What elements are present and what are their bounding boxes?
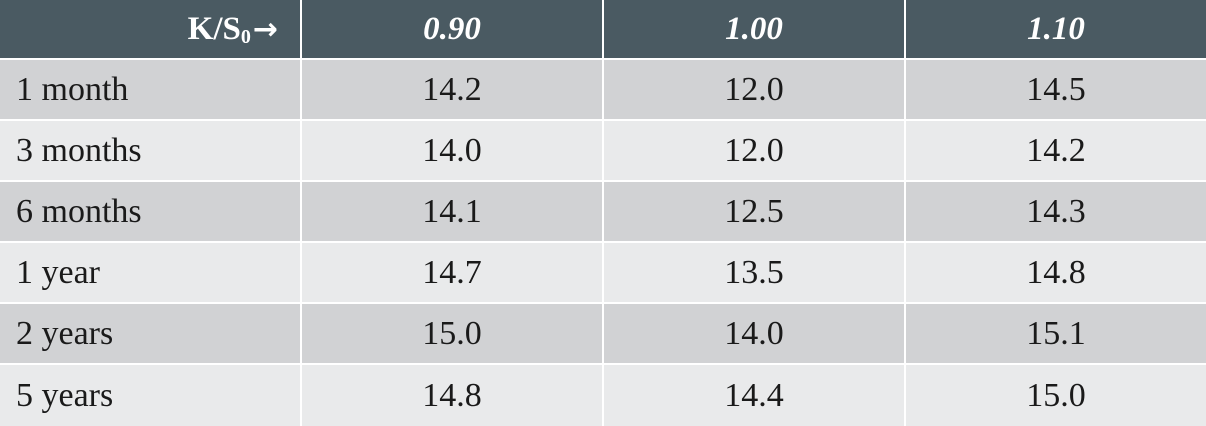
table-cell: 14.0 [604,304,906,363]
table-cell: 14.1 [302,182,604,241]
table-cell: 15.0 [302,304,604,363]
right-arrow-icon: → [252,11,278,47]
table-row: 6 months 14.1 12.5 14.3 [0,182,1206,241]
table-row: 3 months 14.0 12.0 14.2 [0,121,1206,180]
corner-header-cell: K/S 0 → [0,0,302,58]
table-cell: 14.5 [906,60,1206,119]
table-cell: 14.4 [604,365,906,426]
column-header-1: 1.00 [604,0,906,58]
table-row: 5 years 14.8 14.4 15.0 [0,365,1206,426]
row-label: 1 month [0,60,302,119]
table-row: 1 month 14.2 12.0 14.5 [0,60,1206,119]
table-cell: 15.0 [906,365,1206,426]
row-label: 6 months [0,182,302,241]
corner-label: K/S [187,10,241,47]
table-cell: 13.5 [604,243,906,302]
table-row: 2 years 15.0 14.0 15.1 [0,304,1206,363]
column-header-2: 1.10 [906,0,1206,58]
table-cell: 12.0 [604,121,906,180]
table-cell: 14.2 [302,60,604,119]
row-label: 3 months [0,121,302,180]
table-cell: 15.1 [906,304,1206,363]
header-row: K/S 0 → 0.90 1.00 1.10 [0,0,1206,58]
table-cell: 14.0 [302,121,604,180]
table-row: 1 year 14.7 13.5 14.8 [0,243,1206,302]
table-cell: 14.3 [906,182,1206,241]
column-header-0: 0.90 [302,0,604,58]
row-label: 1 year [0,243,302,302]
table-cell: 14.7 [302,243,604,302]
corner-subscript: 0 [240,25,251,48]
row-label: 2 years [0,304,302,363]
table-cell: 14.8 [906,243,1206,302]
table-cell: 12.5 [604,182,906,241]
table-cell: 14.8 [302,365,604,426]
row-label: 5 years [0,365,302,426]
table-cell: 14.2 [906,121,1206,180]
table-cell: 12.0 [604,60,906,119]
